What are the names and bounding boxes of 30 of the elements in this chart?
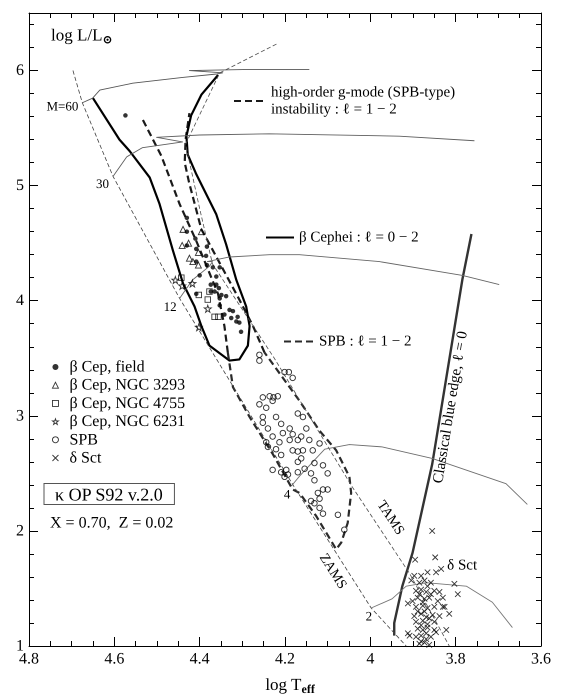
annotation: δ Sct — [447, 557, 478, 574]
legend-label: high-order g-mode (SPB-type) instability : ℓ = 1 − 2 — [271, 84, 459, 118]
y-tick-label: 3 — [16, 407, 24, 424]
x-tick-label: 4.2 — [275, 650, 295, 668]
series-label: M=60 — [46, 98, 78, 114]
legend-label: SPB : ℓ = 1 − 2 — [319, 334, 412, 350]
legend-label: β Cep, NGC 3293 — [69, 376, 186, 394]
legend-label: β Cep, NGC 6231 — [69, 413, 186, 430]
x-tick-label: 4.4 — [190, 650, 210, 668]
legend-label: δ Sct — [69, 450, 102, 466]
series-label: 2 — [366, 608, 372, 624]
x-tick-label: 4 — [366, 650, 374, 668]
series-label: 4 — [284, 486, 291, 502]
y-tick-label: 4 — [16, 292, 24, 310]
x-tick-label: 3.8 — [446, 650, 466, 668]
y-tick-label: 2 — [16, 522, 24, 540]
legend-label: β Cep, NGC 4755 — [69, 394, 186, 412]
annotation: X = 0.70, Z = 0.02 — [50, 514, 174, 532]
x-tick-label: 3.6 — [531, 650, 551, 668]
annotation: κ OP S92 v.2.0 — [55, 484, 163, 504]
series-label: 12 — [164, 298, 177, 314]
legend-label: SPB — [69, 431, 98, 448]
y-tick-label: 6 — [16, 62, 24, 80]
legend-label: β Cep, field — [69, 358, 145, 376]
y-tick-label: 5 — [16, 177, 24, 194]
legend-label: β Cephei : ℓ = 0 − 2 — [299, 230, 419, 246]
x-tick-label: 4.6 — [104, 650, 124, 668]
series-label: 30 — [96, 176, 110, 191]
y-axis-title: log L/L⊙ — [51, 26, 113, 46]
text: Classical blue edge, ℓ = 0 — [430, 330, 471, 484]
